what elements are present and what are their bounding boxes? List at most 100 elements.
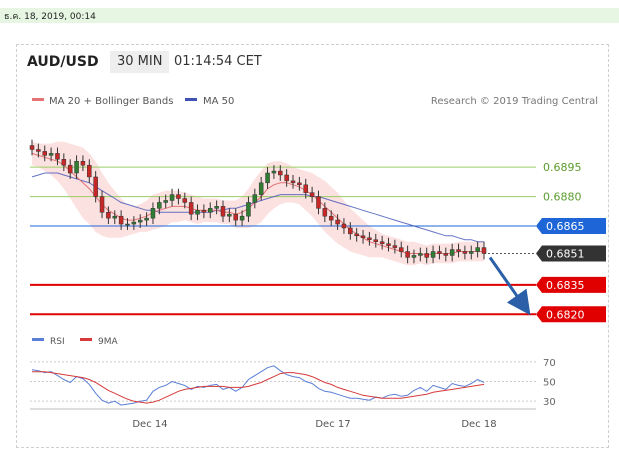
candle-body [42, 151, 47, 156]
timestamp: ธ.ค. 18, 2019, 00:14 [4, 12, 96, 22]
rsi-legend-label: RSI [50, 337, 65, 347]
rsi-line [31, 365, 485, 406]
candle-body [74, 160, 79, 174]
candle-body [449, 249, 455, 256]
level-label-0.6880: 0.6880 [543, 191, 582, 204]
candle-body [131, 221, 137, 225]
ma50-legend-label: MA 50 [203, 96, 234, 107]
candle-body [36, 149, 41, 152]
candle-body [87, 164, 92, 178]
rsi-tick-30: 30 [543, 397, 556, 408]
candle-body [93, 176, 98, 197]
candle-body [373, 239, 379, 242]
candle-body [201, 210, 207, 213]
candle-body [125, 223, 130, 226]
candle-body [456, 249, 461, 252]
candle-body [182, 198, 188, 203]
x-tick-Dec-17: Dec 17 [315, 419, 350, 430]
level-tag-0.6865 [536, 218, 606, 234]
level-tag-0.6820 [536, 306, 606, 323]
candle-body [443, 253, 449, 256]
candle-body [195, 210, 200, 215]
candle-body [303, 184, 308, 193]
candle-body [398, 247, 404, 252]
rsi-tick-70: 70 [543, 358, 556, 369]
candle-body [112, 215, 118, 219]
candle-body [252, 194, 258, 203]
candle-body [188, 202, 194, 215]
candle-body [150, 208, 156, 219]
candle-body [48, 153, 54, 156]
chart-card: AUD/USD 30 MIN 01:14:54 CET [16, 44, 609, 448]
candle-body [475, 247, 480, 252]
timestamp-bar: ธ.ค. 18, 2019, 00:14 [0, 8, 619, 23]
candle-body [284, 174, 289, 182]
candle-body [328, 215, 334, 221]
rsi-ma-legend-label: 9MA [98, 337, 118, 347]
candle-body [157, 202, 162, 209]
level-tag-text-0.6835: 0.6835 [546, 279, 585, 292]
candle-body [80, 160, 86, 166]
level-tag-0.6851 [536, 245, 606, 262]
candle-body [61, 159, 67, 166]
level-label-0.6895: 0.6895 [543, 161, 582, 174]
rsi-legend-swatch [32, 338, 44, 341]
candle-body [246, 202, 251, 217]
candle-body [176, 194, 181, 199]
candle-body [258, 182, 264, 195]
x-tick-Dec-14: Dec 14 [132, 419, 167, 430]
chart-header: AUD/USD 30 MIN 01:14:54 CET [17, 45, 608, 81]
x-tick-Dec-18: Dec 18 [461, 419, 496, 430]
timeframe-badge[interactable]: 30 MIN [110, 51, 170, 73]
candle-body [29, 145, 35, 150]
ma50-line [31, 172, 484, 243]
rsi-lines [31, 365, 485, 406]
candle-body [208, 208, 213, 213]
candle-body [220, 206, 226, 217]
candle-body [55, 153, 60, 160]
rsi-ma-legend-swatch [80, 338, 92, 341]
candle-body [386, 243, 391, 246]
candle-body [418, 253, 423, 256]
x-axis-ticks: Dec 14 Dec 17 Dec 18 [132, 419, 496, 430]
candle-body [233, 213, 238, 221]
candle-body [144, 217, 149, 221]
candle-body [290, 180, 296, 184]
ma20-legend-label: MA 20 + Bollinger Bands [49, 96, 173, 107]
ma20-legend-swatch [32, 98, 44, 101]
ma50-legend-swatch [185, 98, 197, 101]
candle-body [392, 245, 398, 248]
candle-body [430, 251, 436, 258]
candle-body [106, 212, 111, 219]
candle-body [118, 215, 124, 225]
rsi-grid: 70 50 30 [30, 358, 556, 408]
level-tag-text-0.6820: 0.6820 [546, 308, 585, 321]
level-tag-text-0.6851: 0.6851 [546, 247, 585, 260]
bollinger-band-area [32, 141, 484, 266]
candle-body [265, 172, 270, 184]
level-tag-text-0.6865: 0.6865 [546, 220, 585, 233]
candle-body [348, 227, 353, 235]
candle-body [360, 235, 366, 239]
forecast-arrow [488, 256, 531, 316]
candle-body [271, 170, 277, 174]
level-lines [30, 166, 536, 316]
candle-body [335, 219, 340, 225]
time-label: 01:14:54 CET [174, 54, 262, 69]
candle-body [341, 223, 347, 229]
level-tag-0.6835 [536, 276, 606, 293]
bollinger-band [32, 141, 484, 266]
candle-body [278, 170, 283, 176]
candlesticks [29, 139, 487, 264]
candle-body [354, 233, 359, 237]
candle-body [411, 255, 417, 258]
candle-body [163, 200, 168, 203]
candle-body [214, 206, 219, 209]
candle-body [424, 253, 429, 258]
candle-body [469, 251, 474, 254]
level-tags: 0.6895 0.6880 0.6865 0.6851 0.6835 0.6820 [536, 161, 606, 323]
candle-body [481, 247, 487, 254]
candle-body [367, 237, 372, 240]
candle-body [462, 251, 468, 254]
